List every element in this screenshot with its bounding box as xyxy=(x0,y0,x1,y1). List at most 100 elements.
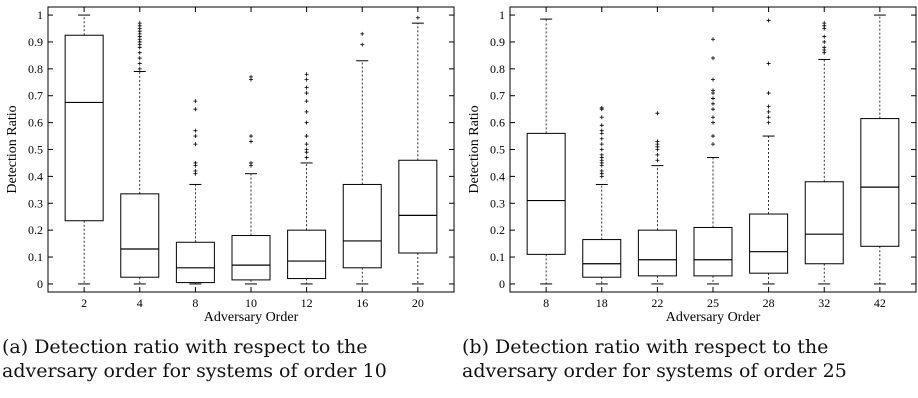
outlier-point-b xyxy=(599,152,604,157)
x-tick-label-b: 18 xyxy=(596,296,608,310)
outlier-point-b xyxy=(711,134,715,139)
outlier-point-b xyxy=(711,142,715,147)
chart-b: 0 0.1 0.2 0.3 0.4 0.5 0.6 0.7 0.8 0.9 1 Detection R… xyxy=(467,6,917,325)
chart-a: 0 0.1 0.2 0.3 0.4 0.5 0.6 0.7 0.8 0.9 1 Detection R… xyxy=(5,6,455,325)
outlier-point-b xyxy=(711,107,715,112)
outlier-point-b xyxy=(655,158,660,163)
outlier-point-a xyxy=(360,31,365,36)
outlier-point-b xyxy=(711,37,715,42)
outlier-point-b xyxy=(822,34,827,39)
outlier-point-b xyxy=(711,120,715,125)
outlier-point-b xyxy=(655,111,660,116)
y-tick-label-b: 0 xyxy=(499,277,505,291)
outlier-point-b xyxy=(766,104,771,109)
box-a-16 xyxy=(342,183,382,269)
box-b-8 xyxy=(526,132,566,255)
caption-b-line2: adversary order for systems of order 25 xyxy=(462,360,847,382)
y-tick-label-b: 0.6 xyxy=(490,116,505,130)
outlier-point-a xyxy=(193,99,198,104)
y-tick-label-a: 0.7 xyxy=(28,89,43,103)
outlier-point-b xyxy=(599,169,604,174)
outlier-point-a xyxy=(304,77,309,82)
outlier-point-b xyxy=(599,147,604,152)
y-tick-label-b: 0.4 xyxy=(490,169,505,183)
outlier-point-a xyxy=(304,147,309,152)
outlier-point-b xyxy=(766,61,771,66)
y-axis-label-b: Detection Ratio xyxy=(467,105,482,193)
outlier-point-a xyxy=(304,155,309,160)
caption-a-line2: adversary order for systems of order 10 xyxy=(2,360,387,382)
outlier-point-b xyxy=(822,39,827,44)
box-a-10 xyxy=(231,235,271,281)
box-b-18 xyxy=(582,239,622,278)
outlier-point-a xyxy=(193,142,198,147)
y-tick-label-b: 0.7 xyxy=(490,89,505,103)
outlier-point-a xyxy=(193,160,198,165)
outlier-point-a xyxy=(415,15,420,20)
x-tick-label-b: 22 xyxy=(651,296,663,310)
outlier-point-a xyxy=(360,42,365,47)
outlier-point-a xyxy=(304,142,309,147)
x-tick-label-a: 12 xyxy=(301,296,313,310)
x-tick-label-a: 2 xyxy=(81,296,87,310)
x-tick-label-a: 20 xyxy=(412,296,424,310)
outlier-point-a xyxy=(137,50,142,55)
outlier-point-a xyxy=(137,56,142,61)
outlier-point-b xyxy=(655,152,660,157)
y-tick-label-b: 0.9 xyxy=(490,35,505,49)
outlier-point-a xyxy=(249,139,253,144)
y-tick-label-a: 0.8 xyxy=(28,62,43,76)
outlier-point-b xyxy=(655,139,660,144)
outlier-point-b xyxy=(711,101,715,106)
outlier-point-a xyxy=(193,169,198,174)
outlier-point-a xyxy=(304,120,309,125)
box-b-28 xyxy=(749,213,789,274)
box-b-32 xyxy=(804,181,844,265)
outlier-point-a xyxy=(304,72,309,77)
y-tick-label-b: 0.2 xyxy=(490,223,505,237)
outlier-point-b xyxy=(822,45,827,50)
outlier-point-b xyxy=(766,109,771,114)
box-a-2 xyxy=(64,34,104,222)
y-tick-label-a: 0.6 xyxy=(28,116,43,130)
outlier-point-a xyxy=(249,134,253,139)
x-tick-label-b: 28 xyxy=(763,296,775,310)
box-a-20 xyxy=(398,159,438,254)
x-tick-label-b: 25 xyxy=(707,296,719,310)
outlier-point-b xyxy=(711,96,715,101)
y-tick-label-b: 1 xyxy=(499,8,505,22)
outlier-point-a xyxy=(304,99,309,104)
y-tick-label-a: 0.1 xyxy=(28,250,43,264)
y-axis-label-a: Detection Ratio xyxy=(5,105,20,193)
box-b-22 xyxy=(637,229,677,277)
outlier-point-a xyxy=(304,85,309,90)
outlier-point-a xyxy=(137,66,142,71)
y-tick-label-b: 0.3 xyxy=(490,196,505,210)
outlier-point-a xyxy=(249,74,253,79)
y-tick-label-a: 0.3 xyxy=(28,196,43,210)
x-tick-label-a: 16 xyxy=(356,296,368,310)
box-b-42 xyxy=(860,118,900,247)
outlier-point-a xyxy=(304,91,309,96)
outlier-point-b xyxy=(599,136,604,141)
outlier-point-b xyxy=(766,115,771,120)
y-tick-label-b: 0.5 xyxy=(490,143,505,157)
y-tick-label-a: 1 xyxy=(37,8,43,22)
outlier-point-a xyxy=(304,134,309,139)
outlier-point-b xyxy=(822,21,827,26)
outlier-point-b xyxy=(766,18,771,23)
x-tick-label-a: 8 xyxy=(192,296,198,310)
outlier-point-a xyxy=(137,61,142,66)
outlier-point-a xyxy=(249,160,253,165)
outlier-point-b xyxy=(599,128,604,133)
box-b-25 xyxy=(693,226,733,277)
outlier-point-b xyxy=(599,115,604,120)
caption-b-line1: (b) Detection ratio with respect to the xyxy=(462,336,829,358)
x-tick-label-a: 10 xyxy=(245,296,257,310)
box-a-12 xyxy=(287,229,327,280)
x-tick-label-a: 4 xyxy=(137,296,143,310)
outlier-point-b xyxy=(599,123,604,128)
outlier-point-b xyxy=(711,56,715,61)
y-tick-label-b: 0.8 xyxy=(490,62,505,76)
